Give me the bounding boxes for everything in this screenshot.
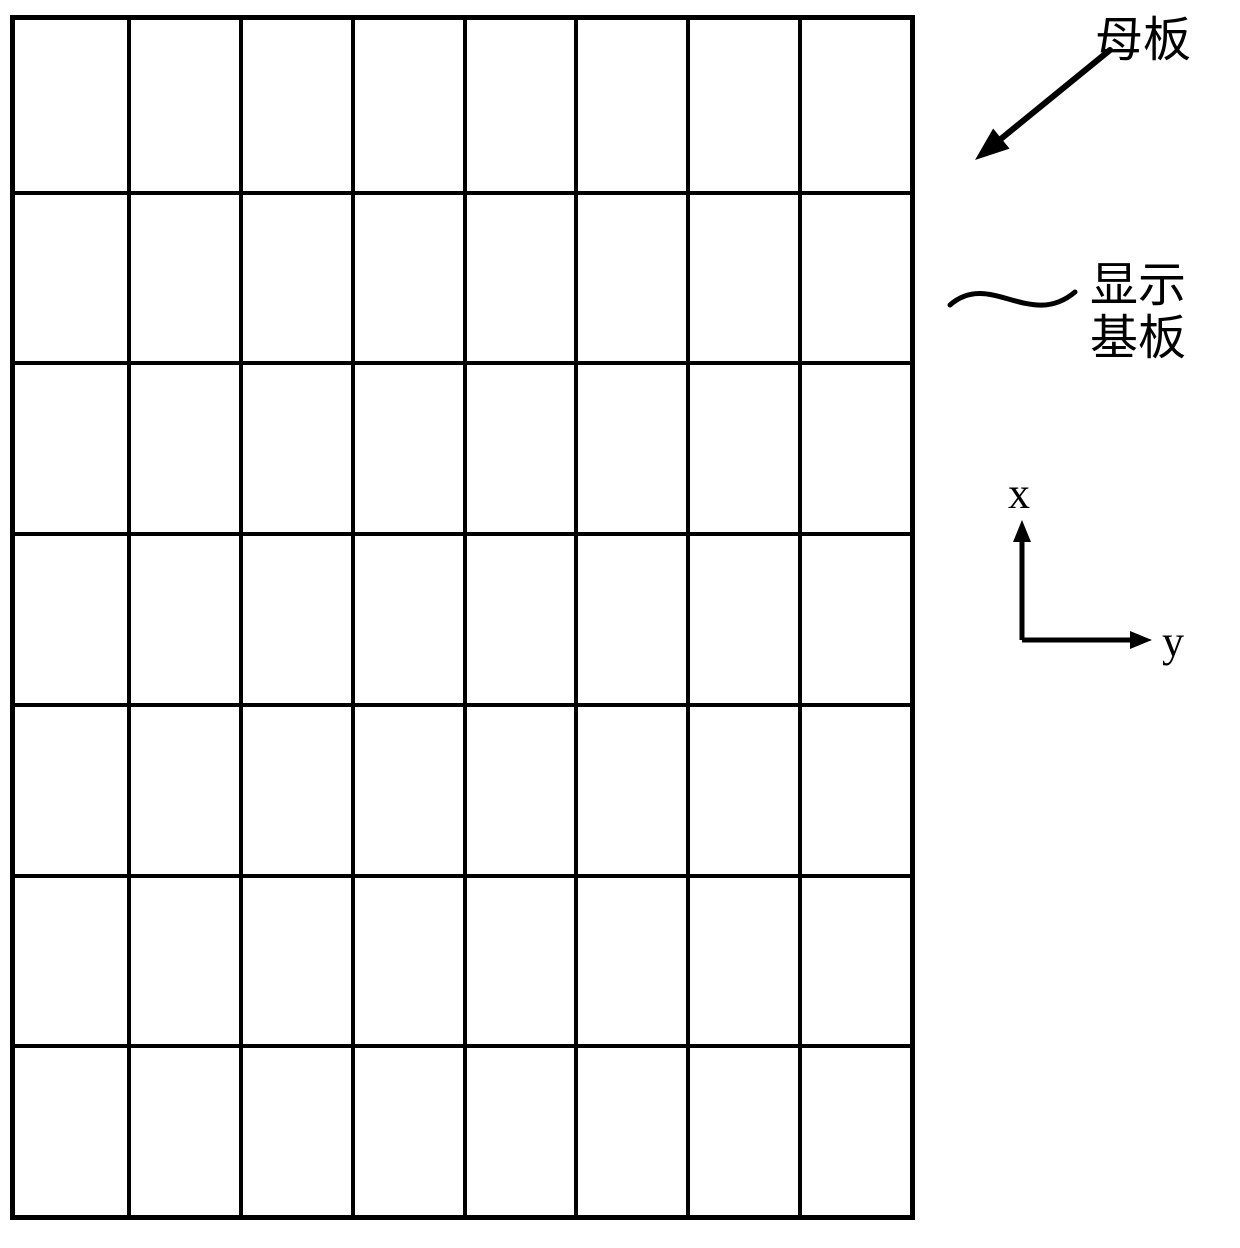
grid-cell bbox=[351, 703, 463, 874]
label-display-substrate: 显示 基板 bbox=[1090, 260, 1186, 366]
grid-cell bbox=[127, 361, 239, 532]
grid-cell bbox=[351, 361, 463, 532]
grid-cell bbox=[798, 532, 910, 703]
grid-cell bbox=[686, 703, 798, 874]
axis-label-y: y bbox=[1162, 618, 1184, 666]
grid-cell bbox=[686, 1044, 798, 1215]
grid-cell bbox=[686, 191, 798, 362]
grid-cell bbox=[798, 20, 910, 191]
grid-cell bbox=[686, 361, 798, 532]
motherboard-grid bbox=[10, 15, 915, 1220]
coordinate-axes bbox=[1002, 498, 1174, 660]
grid-cell bbox=[574, 703, 686, 874]
grid-cell bbox=[351, 874, 463, 1045]
leader-curve-display-substrate bbox=[935, 255, 1090, 345]
grid-cell bbox=[15, 532, 127, 703]
grid-cell bbox=[463, 191, 575, 362]
grid-cell bbox=[686, 532, 798, 703]
grid-cell bbox=[15, 361, 127, 532]
grid-cell bbox=[798, 1044, 910, 1215]
grid-cell bbox=[15, 1044, 127, 1215]
grid-cell bbox=[15, 191, 127, 362]
grid-cell bbox=[239, 20, 351, 191]
grid-cell bbox=[463, 874, 575, 1045]
grid-cell bbox=[798, 191, 910, 362]
grid-cell bbox=[574, 1044, 686, 1215]
grid-cell bbox=[574, 20, 686, 191]
grid-cell bbox=[798, 703, 910, 874]
grid-cell bbox=[239, 703, 351, 874]
grid-cell bbox=[351, 191, 463, 362]
grid-cell bbox=[463, 703, 575, 874]
grid-cell bbox=[463, 20, 575, 191]
grid-cell bbox=[686, 20, 798, 191]
grid-cell bbox=[239, 361, 351, 532]
grid-cell bbox=[463, 361, 575, 532]
grid-cell bbox=[463, 532, 575, 703]
axis-label-x-text: x bbox=[1008, 469, 1030, 518]
grid-cell bbox=[686, 874, 798, 1045]
grid-cell bbox=[15, 703, 127, 874]
grid-cell bbox=[798, 874, 910, 1045]
diagram-canvas: 母板 显示 基板 x y bbox=[0, 0, 1240, 1248]
axis-label-x: x bbox=[1008, 470, 1030, 518]
grid-cell bbox=[127, 703, 239, 874]
grid-cell bbox=[239, 532, 351, 703]
grid-cell bbox=[127, 874, 239, 1045]
grid-cell bbox=[798, 361, 910, 532]
grid-cell bbox=[127, 191, 239, 362]
grid-cell bbox=[351, 20, 463, 191]
grid-cell bbox=[239, 874, 351, 1045]
label-motherboard: 母板 bbox=[1095, 15, 1191, 68]
grid-cell bbox=[127, 532, 239, 703]
grid-cell bbox=[351, 1044, 463, 1215]
grid-cell bbox=[15, 20, 127, 191]
grid-cell bbox=[127, 1044, 239, 1215]
grid-cell bbox=[239, 191, 351, 362]
grid-cell bbox=[574, 191, 686, 362]
grid-cell bbox=[574, 532, 686, 703]
grid-cell bbox=[351, 532, 463, 703]
grid-cell bbox=[127, 20, 239, 191]
grid-cell bbox=[574, 874, 686, 1045]
label-display-substrate-line1: 显示 bbox=[1090, 259, 1186, 312]
grid-cell bbox=[574, 361, 686, 532]
label-display-substrate-line2: 基板 bbox=[1090, 312, 1186, 365]
label-motherboard-text: 母板 bbox=[1095, 14, 1191, 67]
grid-cell bbox=[15, 874, 127, 1045]
grid-cell bbox=[463, 1044, 575, 1215]
grid-cell bbox=[239, 1044, 351, 1215]
axis-label-y-text: y bbox=[1162, 617, 1184, 666]
